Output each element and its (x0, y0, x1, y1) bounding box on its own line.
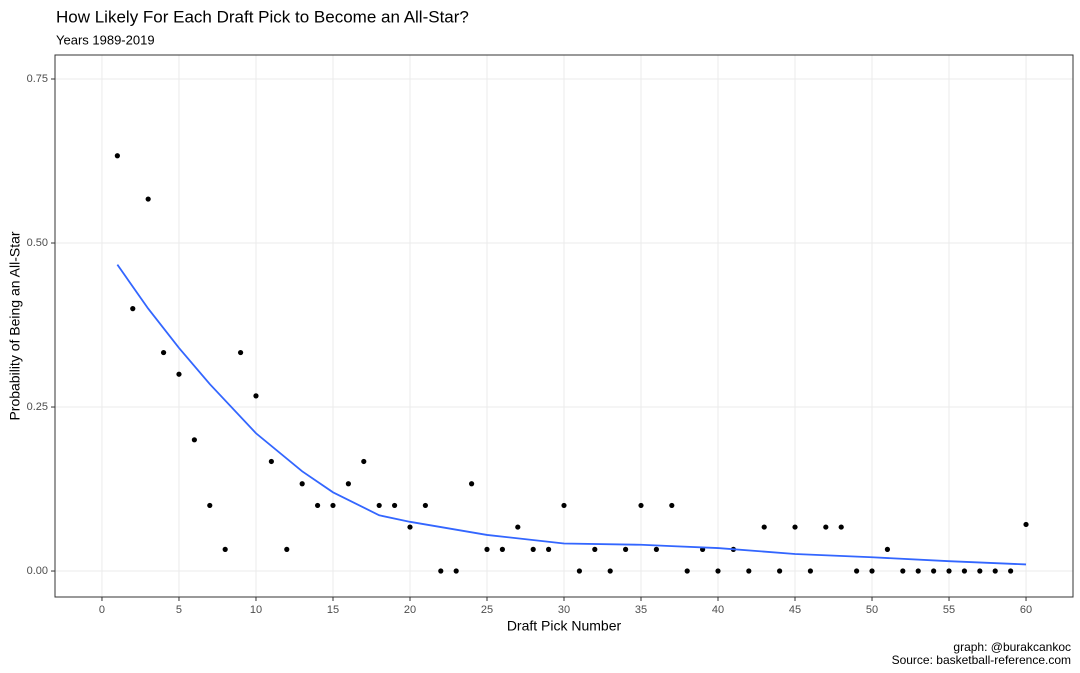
y-tick-label: 0.75 (27, 73, 48, 85)
point (623, 546, 629, 552)
point (992, 568, 998, 574)
point (1008, 568, 1014, 574)
x-tick-label: 10 (250, 604, 262, 616)
point (915, 568, 921, 574)
point (761, 524, 767, 530)
point (191, 437, 197, 443)
point (314, 502, 321, 509)
y-tick-label: 0.25 (27, 401, 48, 413)
point (838, 524, 844, 530)
x-tick-label: 25 (481, 604, 493, 616)
x-tick-label: 30 (558, 604, 570, 616)
x-tick-label: 50 (866, 604, 878, 616)
point (869, 568, 875, 574)
x-tick-label: 5 (176, 604, 182, 616)
y-tick-label: 0.00 (27, 565, 48, 577)
x-tick-label: 20 (404, 604, 416, 616)
point (268, 458, 274, 465)
point (237, 349, 244, 356)
point (160, 349, 167, 356)
point (961, 568, 968, 574)
x-tick-label: 35 (635, 604, 647, 616)
point (545, 546, 552, 552)
point (576, 568, 583, 574)
x-tick-label: 40 (712, 604, 724, 616)
point (669, 502, 675, 509)
x-tick-label: 15 (327, 604, 339, 616)
x-tick-label: 60 (1020, 604, 1032, 616)
point (977, 568, 983, 574)
point (592, 546, 598, 552)
y-tick-label: 0.50 (27, 237, 48, 249)
point (114, 153, 120, 159)
caption: graph: @burakcankoc (953, 640, 1071, 654)
x-axis-label: Draft Pick Number (507, 618, 622, 634)
point (638, 502, 644, 509)
point (422, 502, 428, 509)
point (884, 546, 891, 552)
point (715, 568, 721, 574)
caption: Source: basketball-reference.com (892, 653, 1071, 667)
chart-subtitle: Years 1989-2019 (56, 32, 155, 47)
point (376, 502, 382, 509)
point (499, 546, 505, 552)
point (931, 568, 937, 574)
point (468, 481, 475, 487)
point (284, 546, 290, 552)
point (561, 502, 567, 509)
panel-border (54, 54, 1074, 598)
point (854, 568, 860, 574)
point (176, 371, 182, 377)
point (253, 393, 259, 399)
point (900, 568, 906, 574)
point (946, 568, 952, 574)
point (807, 568, 814, 574)
point (299, 481, 305, 487)
x-tick-label: 55 (943, 604, 955, 616)
chart-title: How Likely For Each Draft Pick to Become… (56, 7, 469, 26)
point (515, 524, 521, 530)
point (145, 196, 151, 202)
x-tick-label: 45 (789, 604, 801, 616)
point (792, 524, 798, 530)
smooth-line (116, 264, 1027, 566)
point (130, 306, 136, 312)
point (607, 568, 613, 574)
point (823, 524, 829, 530)
point (746, 568, 752, 574)
point (207, 502, 213, 509)
point (361, 458, 367, 465)
point (453, 568, 459, 574)
point (530, 546, 536, 552)
point (345, 481, 351, 487)
point (222, 546, 228, 552)
point (1023, 521, 1029, 528)
point (684, 568, 690, 574)
x-tick-label: 0 (99, 604, 105, 616)
point (484, 546, 490, 552)
y-axis-label: Probability of Being an All-Star (7, 231, 23, 420)
point (330, 502, 336, 509)
point (438, 568, 444, 574)
point (777, 568, 783, 574)
point (391, 502, 398, 509)
point (407, 524, 413, 530)
point (653, 546, 660, 552)
